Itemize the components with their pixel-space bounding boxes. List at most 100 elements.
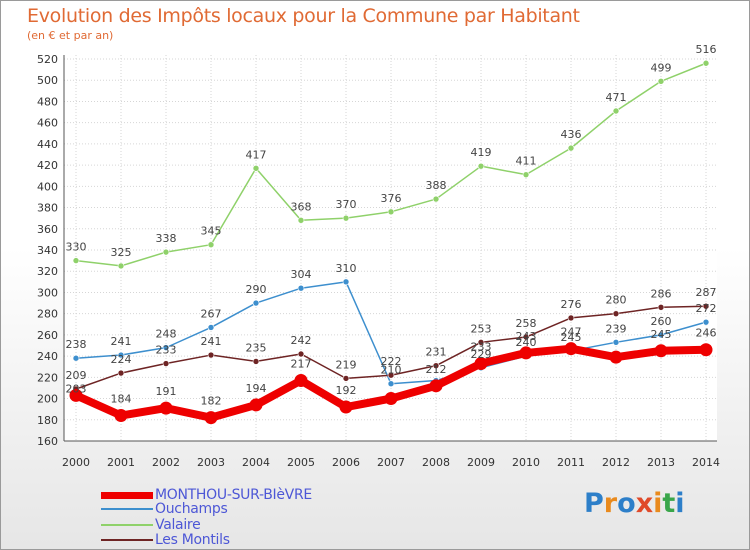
- data-point: [477, 162, 485, 170]
- data-point: [564, 342, 578, 356]
- data-label: 370: [336, 198, 357, 211]
- data-point: [162, 248, 170, 256]
- logo-letter: o: [617, 488, 636, 519]
- data-label: 235: [246, 341, 267, 354]
- logo-letter: P: [584, 488, 604, 519]
- data-point: [252, 164, 260, 172]
- data-point: [114, 409, 128, 423]
- data-label: 286: [651, 287, 672, 300]
- logo-letter: r: [603, 488, 618, 519]
- data-label: 243: [516, 330, 537, 343]
- data-point: [387, 208, 395, 216]
- data-point: [117, 351, 125, 359]
- data-point: [519, 346, 533, 360]
- data-label: 242: [291, 334, 312, 347]
- data-label: 239: [606, 322, 627, 335]
- data-label: 231: [426, 346, 447, 359]
- data-label: 191: [156, 385, 177, 398]
- data-point: [342, 278, 350, 286]
- legend-label: Les Montils: [155, 532, 230, 548]
- data-point: [207, 351, 215, 359]
- data-point: [699, 343, 713, 357]
- legend-label: MONTHOU-SUR-BIèVRE: [155, 487, 312, 503]
- data-point: [207, 324, 215, 331]
- y-tick-label: 340: [37, 244, 58, 257]
- x-tick-label: 2011: [557, 456, 585, 469]
- data-label: 280: [606, 294, 627, 307]
- legend-swatch: [101, 491, 153, 499]
- data-label: 194: [246, 382, 267, 395]
- y-tick-label: 180: [37, 414, 58, 427]
- x-tick-label: 2013: [647, 456, 675, 469]
- data-point: [612, 310, 620, 317]
- y-tick-label: 500: [37, 74, 58, 87]
- x-tick-label: 2010: [512, 456, 540, 469]
- data-label: 436: [561, 128, 582, 141]
- logo-letter: t: [662, 488, 676, 519]
- data-label: 241: [111, 335, 132, 348]
- data-label: 417: [246, 148, 267, 161]
- data-point: [387, 380, 395, 388]
- logo-letter: i: [675, 488, 685, 519]
- data-point: [342, 214, 350, 222]
- data-point: [294, 374, 308, 388]
- data-label: 238: [66, 338, 87, 351]
- data-label: 258: [516, 317, 537, 330]
- y-tick-label: 420: [37, 159, 58, 172]
- x-tick-label: 2009: [467, 456, 495, 469]
- data-point: [252, 299, 260, 307]
- data-label: 499: [651, 61, 672, 74]
- y-tick-label: 480: [37, 95, 58, 108]
- data-label: 290: [246, 283, 267, 296]
- data-point: [297, 284, 305, 292]
- data-point: [252, 358, 260, 365]
- data-label: 287: [696, 286, 717, 299]
- legend-item-monthou: MONTHOU-SUR-BIèVRE: [101, 487, 312, 503]
- data-label: 217: [291, 358, 312, 371]
- data-label: 272: [696, 302, 717, 315]
- x-tick-label: 2004: [242, 456, 270, 469]
- y-tick-label: 520: [37, 53, 58, 66]
- y-tick-label: 200: [37, 393, 58, 406]
- data-point: [432, 362, 440, 369]
- logo-letter: x: [635, 488, 654, 519]
- data-label: 325: [111, 246, 132, 259]
- legend-item-ouchamps: Ouchamps: [101, 501, 228, 517]
- data-label: 241: [201, 335, 222, 348]
- data-point: [702, 302, 710, 310]
- data-point: [249, 398, 263, 412]
- y-tick-label: 380: [37, 202, 58, 215]
- data-point: [612, 107, 620, 115]
- y-tick-label: 160: [37, 435, 58, 448]
- data-label: 182: [201, 395, 222, 408]
- data-point: [117, 369, 125, 377]
- legend-item-les-montils: Les Montils: [101, 532, 230, 548]
- data-point: [702, 59, 710, 67]
- x-tick-label: 2012: [602, 456, 630, 469]
- x-tick-label: 2006: [332, 456, 360, 469]
- data-label: 276: [561, 298, 582, 311]
- data-label: 224: [111, 353, 132, 366]
- data-point: [72, 354, 80, 362]
- data-label: 516: [696, 43, 717, 56]
- data-point: [702, 318, 710, 326]
- chart-title: Evolution des Impôts locaux pour la Comm…: [27, 5, 580, 27]
- y-tick-label: 460: [37, 117, 58, 130]
- data-label: 219: [336, 358, 357, 371]
- y-tick-label: 260: [37, 329, 58, 342]
- legend-label: Valaire: [155, 517, 201, 533]
- data-label: 245: [561, 331, 582, 344]
- data-label: 203: [66, 382, 87, 395]
- data-label: 345: [201, 225, 222, 238]
- x-tick-label: 2000: [62, 456, 90, 469]
- x-tick-label: 2003: [197, 456, 225, 469]
- data-point: [204, 411, 218, 425]
- data-point: [429, 379, 443, 393]
- logo-letter: i: [653, 488, 663, 519]
- y-tick-label: 320: [37, 265, 58, 278]
- data-label: 376: [381, 192, 402, 205]
- data-point: [609, 350, 623, 364]
- data-point: [477, 339, 485, 346]
- legend-swatch: [101, 508, 153, 510]
